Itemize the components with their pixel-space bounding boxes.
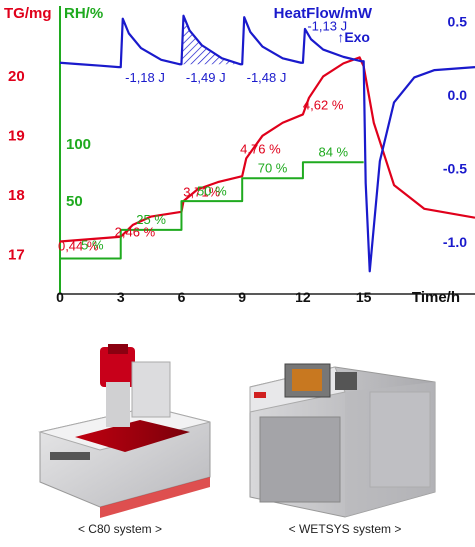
- rh-tick-label: 100: [66, 136, 91, 153]
- rh-annotation: 70 %: [258, 161, 288, 176]
- tg-annotation: 4,62 %: [303, 98, 344, 113]
- plot-frame: [58, 6, 475, 295]
- tg-tick-label: 17: [8, 246, 25, 263]
- hatched-peak-area: [181, 15, 243, 65]
- wetsys-caption: < WETSYS system >: [288, 522, 402, 536]
- heatflow-annotation: -1,13 J: [307, 18, 347, 33]
- c80-system-image: [38, 344, 211, 518]
- heatflow-tick-label: 0.0: [448, 87, 468, 103]
- heatflow-annotation: -1,49 J: [186, 70, 226, 85]
- x-tick-label: 3: [117, 289, 125, 305]
- rh-series-line: [60, 161, 364, 260]
- series-layer: [59, 14, 475, 273]
- tg-annotation: 2,46 %: [115, 225, 156, 240]
- heatflow-tick-label: -1.0: [443, 234, 467, 250]
- c80-caption: < C80 system >: [77, 522, 163, 536]
- heatflow-tick-label: 0.5: [448, 14, 468, 30]
- tg-tick-label: 18: [8, 187, 25, 204]
- tg-axis-label: TG/mg: [4, 5, 52, 22]
- heatflow-exo-label: ↑Exo: [337, 29, 370, 45]
- rh-annotation: 50 %: [197, 183, 227, 198]
- tg-series-line: [59, 56, 475, 243]
- tg-tick-label: 19: [8, 128, 25, 145]
- x-tick-label: 9: [238, 289, 246, 305]
- x-tick-label: 6: [178, 289, 186, 305]
- tg-tick-label: 20: [8, 68, 25, 85]
- heatflow-annotation: -1,48 J: [247, 70, 287, 85]
- rh-annotation: 5 %: [81, 237, 104, 252]
- x-tick-label: 12: [295, 289, 311, 305]
- heatflow-series-line: [59, 14, 475, 273]
- x-axis-label: Time/h: [412, 289, 460, 306]
- label-layer: TG/mg RH/% HeatFlow/mW ↑Exo Time/h 0 3 6 9 1…: [4, 5, 467, 306]
- rh-annotation: 84 %: [318, 144, 348, 159]
- wetsys-system-image: [249, 363, 436, 518]
- heatflow-tick-label: -0.5: [443, 161, 467, 177]
- rh-tick-label: 50: [66, 193, 83, 210]
- rh-axis-label: RH/%: [64, 5, 103, 22]
- tg-annotation: 3,71%: [183, 184, 220, 199]
- heatflow-axis-label: HeatFlow/mW: [274, 5, 373, 22]
- combined-chart: TG/mg RH/% HeatFlow/mW ↑Exo Time/h 0 3 6 9 1…: [4, 5, 475, 306]
- tg-annotation: 4,76 %: [240, 142, 281, 157]
- x-tick-label: 0: [56, 289, 64, 305]
- rh-annotation: 25 %: [136, 212, 166, 227]
- x-tick-label: 15: [356, 289, 372, 305]
- tg-annotation: 0,44 %: [58, 238, 99, 253]
- heatflow-annotation: -1,18 J: [125, 70, 165, 85]
